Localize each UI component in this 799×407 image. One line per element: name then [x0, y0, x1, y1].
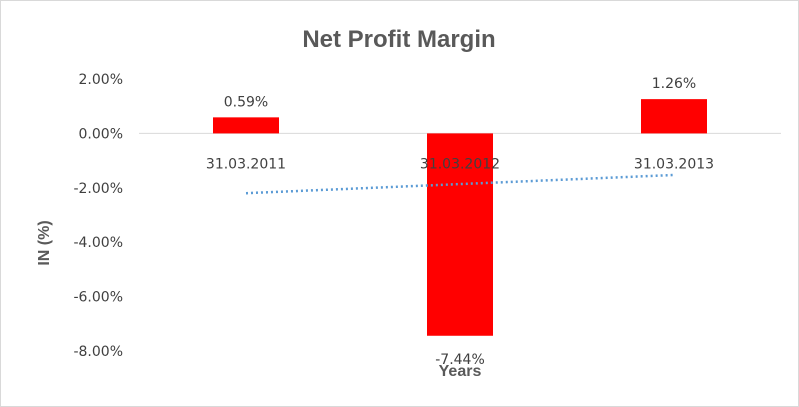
data-label: 1.26%	[652, 76, 696, 92]
trendline	[245, 173, 675, 195]
category-label: 31.03.2012	[420, 156, 500, 172]
y-tick-label: 0.00%	[79, 126, 123, 142]
y-tick-label: -8.00%	[73, 344, 123, 360]
category-label: 31.03.2013	[634, 156, 714, 172]
data-label: 0.59%	[224, 94, 268, 110]
y-tick-label: -4.00%	[73, 235, 123, 251]
y-tick-label: 2.00%	[79, 72, 123, 88]
category-label: 31.03.2011	[206, 156, 286, 172]
trendline-line	[245, 173, 675, 195]
y-tick-label: -6.00%	[73, 290, 123, 306]
x-axis-title: Years	[439, 363, 482, 380]
bar	[641, 99, 707, 134]
bar-series	[213, 99, 707, 336]
category-labels: 31.03.2011 31.03.2012 31.03.2013	[206, 156, 714, 172]
bar	[427, 133, 493, 336]
chart-title: Net Profit Margin	[302, 26, 495, 53]
y-axis-ticks: 2.00% 0.00% -2.00% -4.00% -6.00% -8.00%	[73, 72, 123, 360]
data-labels: 0.59% -7.44% 1.26%	[224, 76, 696, 368]
y-axis-title: IN (%)	[36, 220, 53, 265]
data-label: -7.44%	[435, 352, 485, 368]
y-tick-label: -2.00%	[73, 181, 123, 197]
bar	[213, 117, 279, 134]
